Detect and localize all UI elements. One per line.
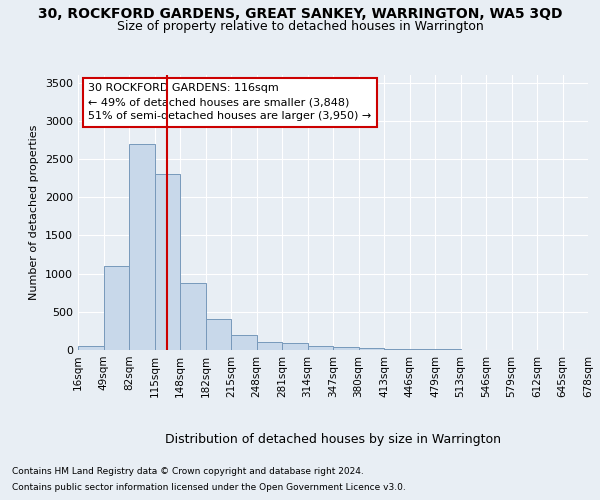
Y-axis label: Number of detached properties: Number of detached properties	[29, 125, 40, 300]
Bar	[282, 342, 308, 350]
Text: Size of property relative to detached houses in Warrington: Size of property relative to detached ho…	[116, 20, 484, 33]
Text: Distribution of detached houses by size in Warrington: Distribution of detached houses by size …	[165, 432, 501, 446]
Bar	[231, 334, 257, 350]
Bar	[333, 348, 359, 350]
Bar	[359, 348, 384, 350]
Text: Contains HM Land Registry data © Crown copyright and database right 2024.: Contains HM Land Registry data © Crown c…	[12, 468, 364, 476]
Bar	[155, 174, 180, 350]
Bar	[129, 144, 155, 350]
Text: Contains public sector information licensed under the Open Government Licence v3: Contains public sector information licen…	[12, 482, 406, 492]
Text: 30 ROCKFORD GARDENS: 116sqm
← 49% of detached houses are smaller (3,848)
51% of : 30 ROCKFORD GARDENS: 116sqm ← 49% of det…	[88, 83, 371, 121]
Bar	[205, 318, 231, 350]
Bar	[435, 349, 461, 350]
Bar	[180, 283, 205, 350]
Bar	[78, 346, 104, 350]
Bar	[104, 266, 129, 350]
Text: 30, ROCKFORD GARDENS, GREAT SANKEY, WARRINGTON, WA5 3QD: 30, ROCKFORD GARDENS, GREAT SANKEY, WARR…	[38, 8, 562, 22]
Bar	[257, 342, 282, 350]
Bar	[308, 346, 333, 350]
Bar	[409, 349, 435, 350]
Bar	[384, 349, 409, 350]
